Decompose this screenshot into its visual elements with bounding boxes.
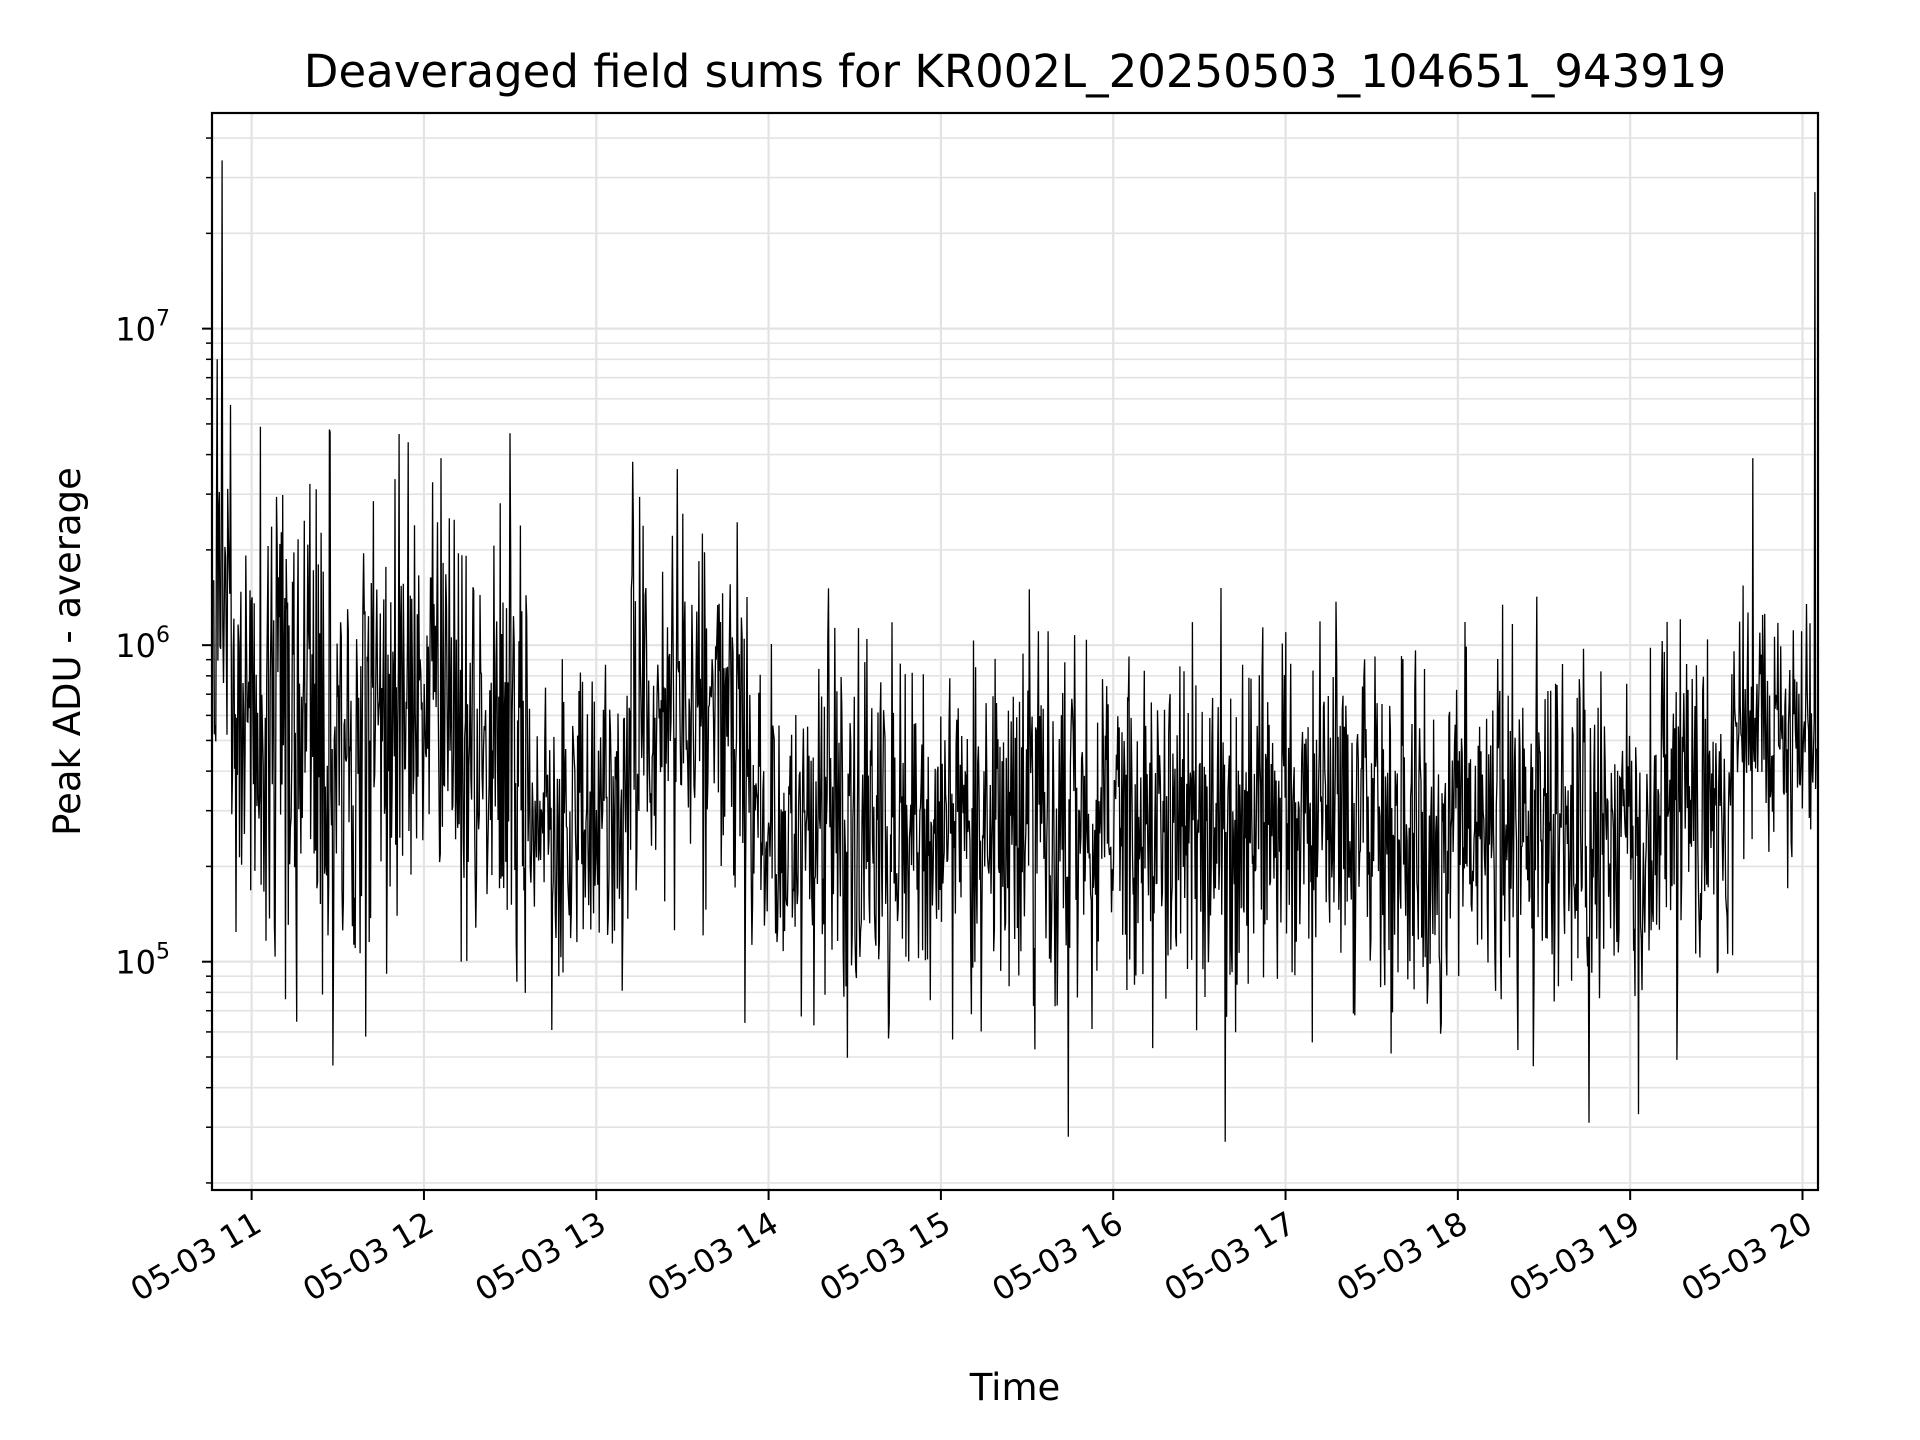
plot-frame <box>210 111 1820 1192</box>
chart-title: Deaveraged field sums for KR002L_2025050… <box>304 45 1726 98</box>
x-axis-label: Time <box>969 1366 1061 1409</box>
series-line <box>213 160 1817 1142</box>
y-tick-label: 107 <box>115 307 170 349</box>
y-tick-label: 105 <box>115 940 170 982</box>
y-axis-label: Peak ADU - average <box>46 467 89 836</box>
y-tick-label: 106 <box>115 623 170 665</box>
series-layer <box>213 160 1817 1142</box>
